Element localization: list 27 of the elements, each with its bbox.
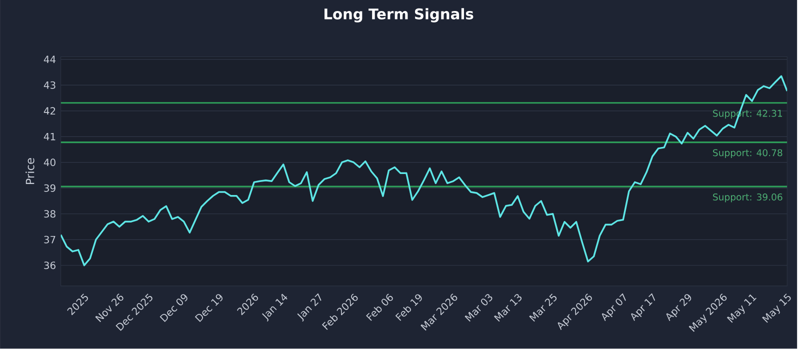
x-tick-label: Jan 27 bbox=[297, 293, 322, 322]
y-tick-label: 39 bbox=[44, 184, 56, 192]
y-tick-label: 36 bbox=[44, 262, 56, 270]
x-tick-label: Jan 14 bbox=[262, 294, 288, 322]
y-tick-label: 43 bbox=[44, 81, 56, 90]
x-tick-label: Mar 13 bbox=[494, 294, 522, 322]
y-tick-label: 38 bbox=[44, 210, 56, 218]
ref-line-label: Support: 40.78 bbox=[713, 149, 782, 158]
y-tick-label: 41 bbox=[44, 133, 56, 140]
x-tick-label: Dec 19 bbox=[194, 294, 222, 322]
x-tick-label: Apr 07 bbox=[602, 293, 626, 322]
y-tick-label: 37 bbox=[44, 236, 56, 244]
x-tick-label: Feb 19 bbox=[395, 294, 422, 322]
y-tick-label: 44 bbox=[44, 56, 56, 64]
x-tick-label: Dec 09 bbox=[160, 294, 188, 322]
x-tick-label: Feb 06 bbox=[366, 294, 393, 322]
chart-title: Long Term Signals bbox=[324, 8, 474, 23]
line-series bbox=[60, 75, 788, 266]
x-tick-label: Nov 26 bbox=[95, 294, 124, 322]
y-tick-label: 42 bbox=[44, 107, 56, 115]
y-axis-title: Price bbox=[26, 158, 34, 184]
x-tick-label: Apr 17 bbox=[631, 293, 656, 322]
x-tick-label: Mar 25 bbox=[529, 294, 557, 322]
y-tick-label: 40 bbox=[44, 158, 56, 166]
x-tick-label: Mar 03 bbox=[464, 294, 492, 322]
ref-line-label: Support: 39.06 bbox=[713, 194, 782, 202]
x-tick-label: Apr 29 bbox=[666, 294, 692, 322]
